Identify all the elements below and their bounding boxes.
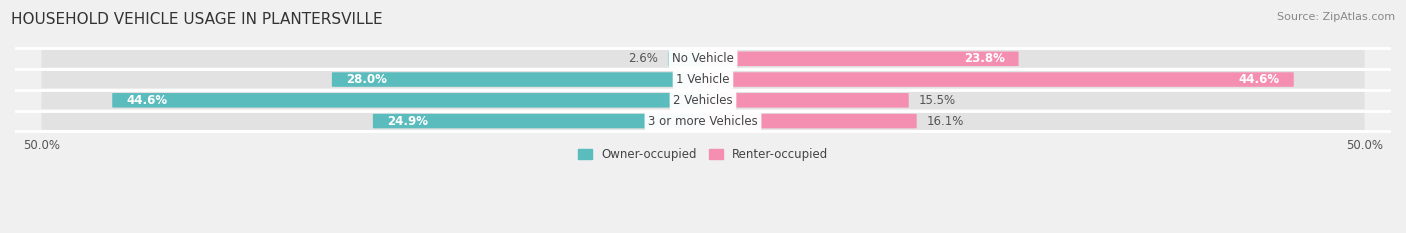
Text: 23.8%: 23.8%	[963, 52, 1005, 65]
FancyBboxPatch shape	[668, 51, 703, 66]
Text: 28.0%: 28.0%	[346, 73, 387, 86]
Text: 15.5%: 15.5%	[918, 94, 956, 107]
FancyBboxPatch shape	[332, 72, 703, 87]
Text: 44.6%: 44.6%	[127, 94, 167, 107]
FancyBboxPatch shape	[703, 93, 908, 108]
FancyBboxPatch shape	[41, 71, 1365, 88]
Text: No Vehicle: No Vehicle	[672, 52, 734, 65]
FancyBboxPatch shape	[703, 114, 917, 128]
FancyBboxPatch shape	[41, 50, 1365, 68]
Text: 2 Vehicles: 2 Vehicles	[673, 94, 733, 107]
Text: Source: ZipAtlas.com: Source: ZipAtlas.com	[1277, 12, 1395, 22]
Text: 16.1%: 16.1%	[927, 115, 965, 128]
Text: 44.6%: 44.6%	[1239, 73, 1279, 86]
FancyBboxPatch shape	[41, 92, 1365, 109]
FancyBboxPatch shape	[703, 51, 1018, 66]
Text: 24.9%: 24.9%	[387, 115, 427, 128]
FancyBboxPatch shape	[41, 112, 1365, 130]
FancyBboxPatch shape	[373, 114, 703, 128]
Text: HOUSEHOLD VEHICLE USAGE IN PLANTERSVILLE: HOUSEHOLD VEHICLE USAGE IN PLANTERSVILLE	[11, 12, 382, 27]
Legend: Owner-occupied, Renter-occupied: Owner-occupied, Renter-occupied	[572, 144, 834, 166]
Text: 1 Vehicle: 1 Vehicle	[676, 73, 730, 86]
Text: 3 or more Vehicles: 3 or more Vehicles	[648, 115, 758, 128]
FancyBboxPatch shape	[703, 72, 1294, 87]
FancyBboxPatch shape	[112, 93, 703, 108]
Text: 2.6%: 2.6%	[628, 52, 658, 65]
